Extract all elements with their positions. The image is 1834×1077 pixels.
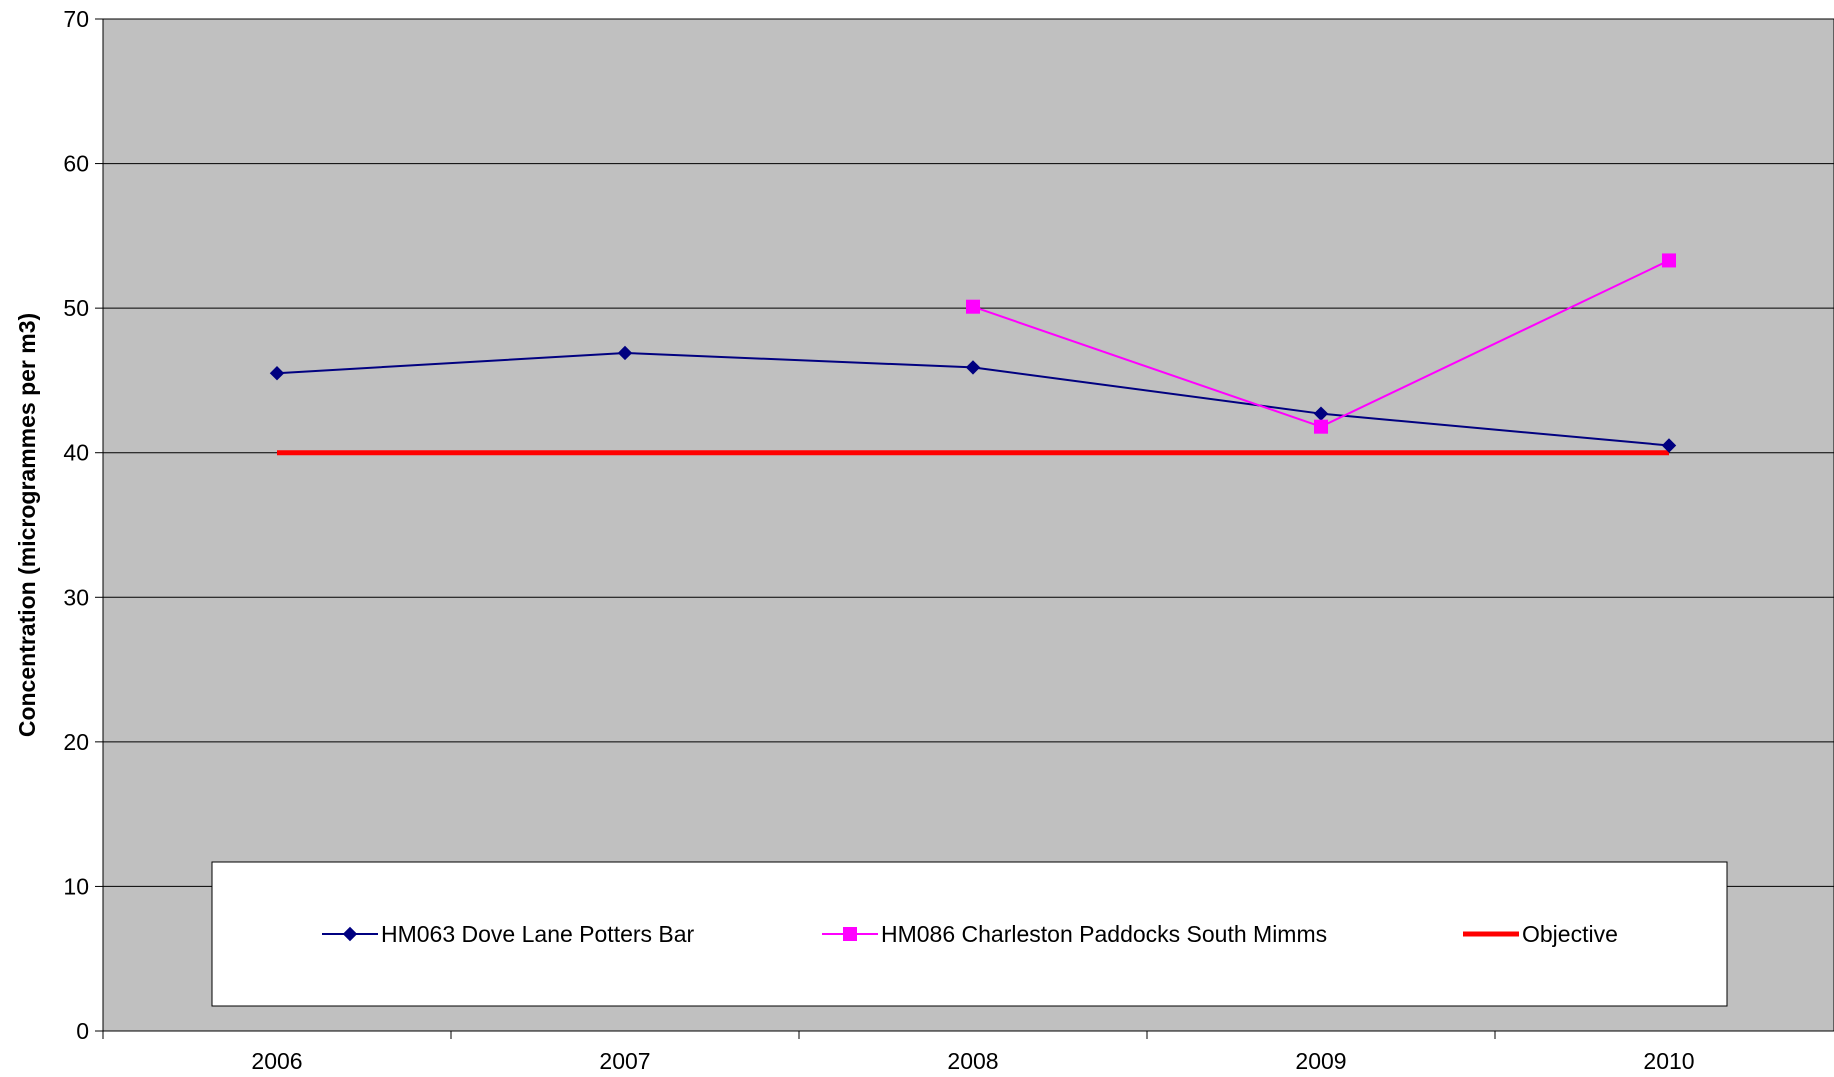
x-tick-label: 2007 (599, 1048, 650, 1074)
legend-swatch-marker (342, 926, 358, 942)
legend: HM063 Dove Lane Potters Bar HM086 Charles… (211, 861, 1728, 1007)
y-tick-label: 50 (63, 295, 89, 321)
data-point (617, 345, 633, 361)
data-point (1662, 253, 1676, 268)
data-point (966, 299, 980, 314)
y-tick-label: 30 (63, 584, 89, 610)
x-tick-label: 2006 (251, 1048, 302, 1074)
series-layer (269, 253, 1677, 456)
legend-swatch-marker (843, 927, 857, 941)
y-tick-label: 60 (63, 151, 89, 177)
data-point (1661, 438, 1677, 453)
legend-item: Objective (1463, 921, 1618, 947)
data-point (965, 360, 981, 375)
x-tick-label: 2010 (1643, 1048, 1694, 1074)
legend-item: HM086 Charleston Paddocks South Mimms (822, 921, 1327, 947)
y-tick-label: 10 (63, 873, 89, 899)
y-tick-label: 70 (63, 6, 89, 32)
legend-item: HM063 Dove Lane Potters Bar (322, 921, 695, 947)
x-tick-label: 2008 (947, 1048, 998, 1074)
legend-label: HM063 Dove Lane Potters Bar (381, 921, 695, 947)
x-axis: 2006 2007 2008 2009 2010 (102, 1031, 1695, 1074)
x-tick-label: 2009 (1295, 1048, 1346, 1074)
data-point (1314, 419, 1328, 434)
y-axis-title: Concentration (microgrammes per m3) (14, 313, 40, 737)
data-point (269, 365, 285, 381)
y-tick-label: 0 (76, 1018, 89, 1044)
y-tick-label: 20 (63, 729, 89, 755)
legend-label: HM086 Charleston Paddocks South Mimms (881, 921, 1327, 947)
series-1 (966, 253, 1676, 434)
series-0 (269, 345, 1677, 453)
y-axis: 0 10 20 30 40 50 60 70 (63, 6, 103, 1044)
legend-items: HM063 Dove Lane Potters Bar HM086 Charles… (322, 921, 1618, 947)
legend-label: Objective (1522, 921, 1618, 947)
y-tick-label: 40 (63, 440, 89, 466)
